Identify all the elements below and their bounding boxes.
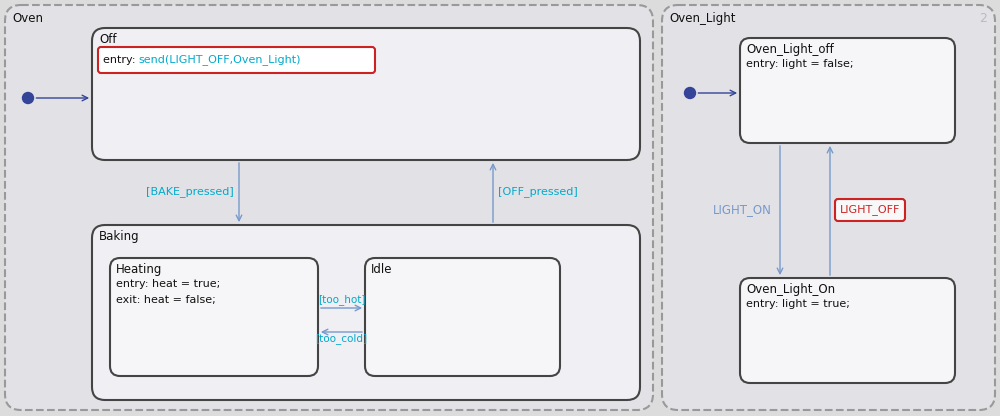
Circle shape (684, 87, 696, 99)
FancyBboxPatch shape (740, 278, 955, 383)
Text: LIGHT_OFF: LIGHT_OFF (840, 205, 900, 215)
Circle shape (22, 92, 34, 104)
Text: Oven_Light_On: Oven_Light_On (746, 283, 835, 296)
FancyBboxPatch shape (5, 5, 653, 410)
Text: [too_hot]: [too_hot] (318, 294, 365, 305)
Text: Oven_Light_off: Oven_Light_off (746, 43, 834, 56)
FancyBboxPatch shape (740, 38, 955, 143)
Text: entry: light = false;: entry: light = false; (746, 59, 854, 69)
Text: exit: heat = false;: exit: heat = false; (116, 295, 216, 305)
Text: 2: 2 (979, 12, 987, 25)
FancyBboxPatch shape (365, 258, 560, 376)
Text: Oven: Oven (12, 12, 43, 25)
Text: entry: light = true;: entry: light = true; (746, 299, 850, 309)
FancyBboxPatch shape (98, 47, 375, 73)
FancyBboxPatch shape (662, 5, 995, 410)
FancyBboxPatch shape (110, 258, 318, 376)
Text: Heating: Heating (116, 263, 162, 276)
Text: Idle: Idle (371, 263, 392, 276)
FancyBboxPatch shape (92, 28, 640, 160)
Text: [BAKE_pressed]: [BAKE_pressed] (146, 186, 234, 198)
Text: Off: Off (99, 33, 116, 46)
FancyBboxPatch shape (835, 199, 905, 221)
Text: LIGHT_ON: LIGHT_ON (713, 203, 772, 216)
Text: Oven_Light: Oven_Light (669, 12, 736, 25)
FancyBboxPatch shape (92, 225, 640, 400)
Text: entry:: entry: (103, 55, 139, 65)
Text: [too_cold]: [too_cold] (315, 333, 368, 344)
Text: entry: heat = true;: entry: heat = true; (116, 279, 220, 289)
Text: [OFF_pressed]: [OFF_pressed] (498, 186, 578, 198)
Text: send(LIGHT_OFF,Oven_Light): send(LIGHT_OFF,Oven_Light) (138, 54, 300, 65)
Text: Baking: Baking (99, 230, 140, 243)
